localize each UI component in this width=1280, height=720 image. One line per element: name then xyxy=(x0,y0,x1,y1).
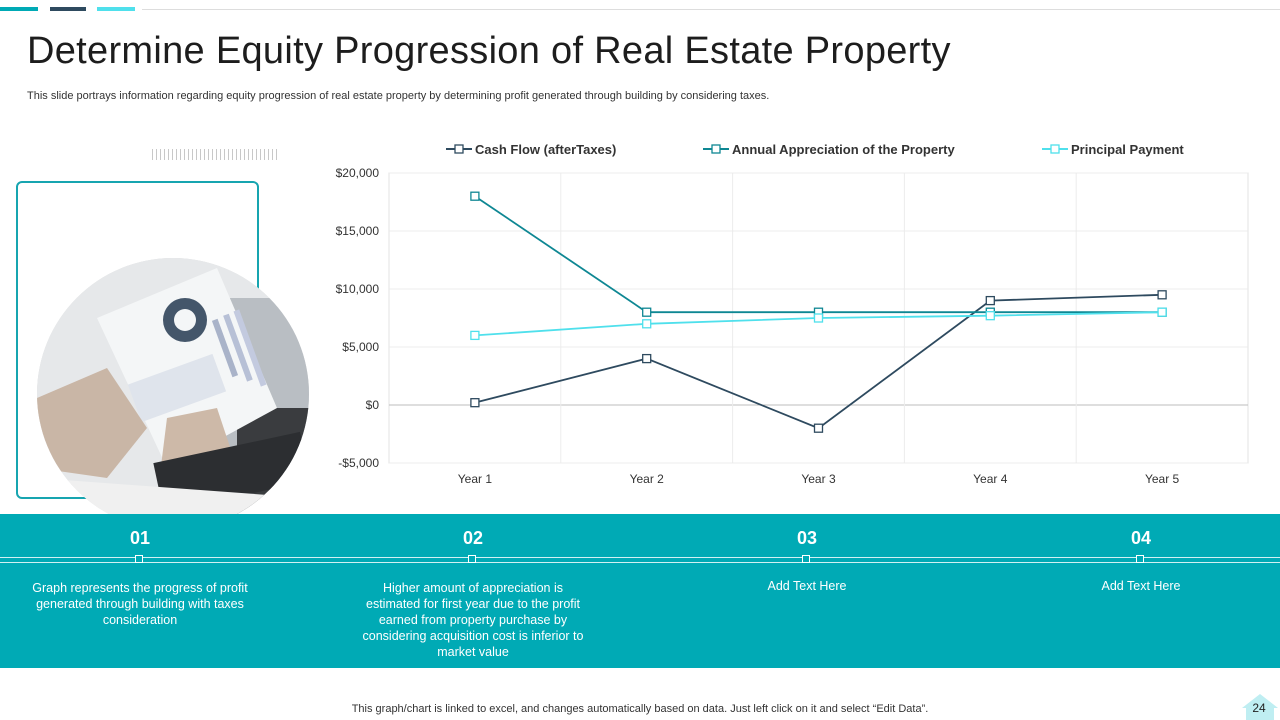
top-accent-segment xyxy=(97,7,135,11)
data-point xyxy=(470,330,480,341)
x-tick-label: Year 3 xyxy=(801,472,836,486)
x-tick-label: Year 2 xyxy=(630,472,665,486)
business-photo xyxy=(37,258,309,530)
step-text: Graph represents the progress of profit … xyxy=(32,581,248,627)
y-tick-label: $5,000 xyxy=(342,340,379,354)
top-accent-segment xyxy=(0,7,38,11)
legend-marker xyxy=(711,144,721,154)
data-point xyxy=(985,295,995,306)
step-number: 04 xyxy=(1130,528,1152,548)
hatch-decoration xyxy=(152,149,278,160)
legend-label: Principal Payment xyxy=(1071,142,1184,157)
series-line xyxy=(474,195,1163,314)
steps-band: 01 Graph represents the progress of prof… xyxy=(0,514,1280,668)
legend-marker xyxy=(1050,144,1060,154)
data-point xyxy=(470,398,480,408)
top-accent-segment xyxy=(50,7,86,11)
data-point xyxy=(985,311,995,321)
data-point xyxy=(642,353,652,364)
top-decor-bar xyxy=(0,0,1280,12)
data-point xyxy=(642,319,652,329)
x-tick-label: Year 4 xyxy=(973,472,1008,486)
slide-title: Determine Equity Progression of Real Est… xyxy=(27,30,951,72)
data-point xyxy=(813,423,824,433)
data-point xyxy=(1157,290,1167,300)
legend-label: Annual Appreciation of the Property xyxy=(732,142,955,157)
equity-chart[interactable]: -$5,000 $0 $5,000 $10,000 $15,000 $20,000 Year… xyxy=(310,130,1270,500)
data-point xyxy=(642,307,652,317)
step-number: 01 xyxy=(129,528,151,548)
legend-label: Cash Flow (afterTaxes) xyxy=(475,142,616,157)
footer-note: This graph/chart is linked to excel, and… xyxy=(351,703,929,715)
page-number-badge: 24 xyxy=(1240,694,1280,720)
top-rule xyxy=(142,9,1280,10)
step-marker xyxy=(468,555,476,563)
step-number: 03 xyxy=(796,528,818,548)
step-marker xyxy=(135,555,143,563)
y-tick-label: -$5,000 xyxy=(338,456,379,470)
legend-marker xyxy=(454,144,464,154)
data-point xyxy=(470,191,480,201)
y-tick-label: $15,000 xyxy=(336,224,380,238)
x-tick-label: Year 5 xyxy=(1145,472,1180,486)
step-marker xyxy=(1136,555,1144,563)
step-text[interactable]: Add Text Here xyxy=(1101,579,1181,593)
data-point xyxy=(1157,307,1167,317)
y-tick-label: $10,000 xyxy=(336,282,380,296)
step-text[interactable]: Add Text Here xyxy=(767,579,847,593)
home-icon xyxy=(1242,694,1278,720)
step-number: 02 xyxy=(462,528,484,548)
x-tick-label: Year 1 xyxy=(458,472,493,486)
step-marker xyxy=(802,555,810,563)
page-number: 24 xyxy=(1252,701,1266,715)
y-tick-label: $20,000 xyxy=(336,166,380,180)
y-tick-label: $0 xyxy=(366,398,380,412)
band-rule xyxy=(0,562,1280,563)
band-rule xyxy=(0,557,1280,558)
step-text: Higher amount of appreciation is estimat… xyxy=(362,581,584,659)
slide-subtitle: This slide portrays information regardin… xyxy=(27,90,770,102)
data-point xyxy=(813,313,824,323)
